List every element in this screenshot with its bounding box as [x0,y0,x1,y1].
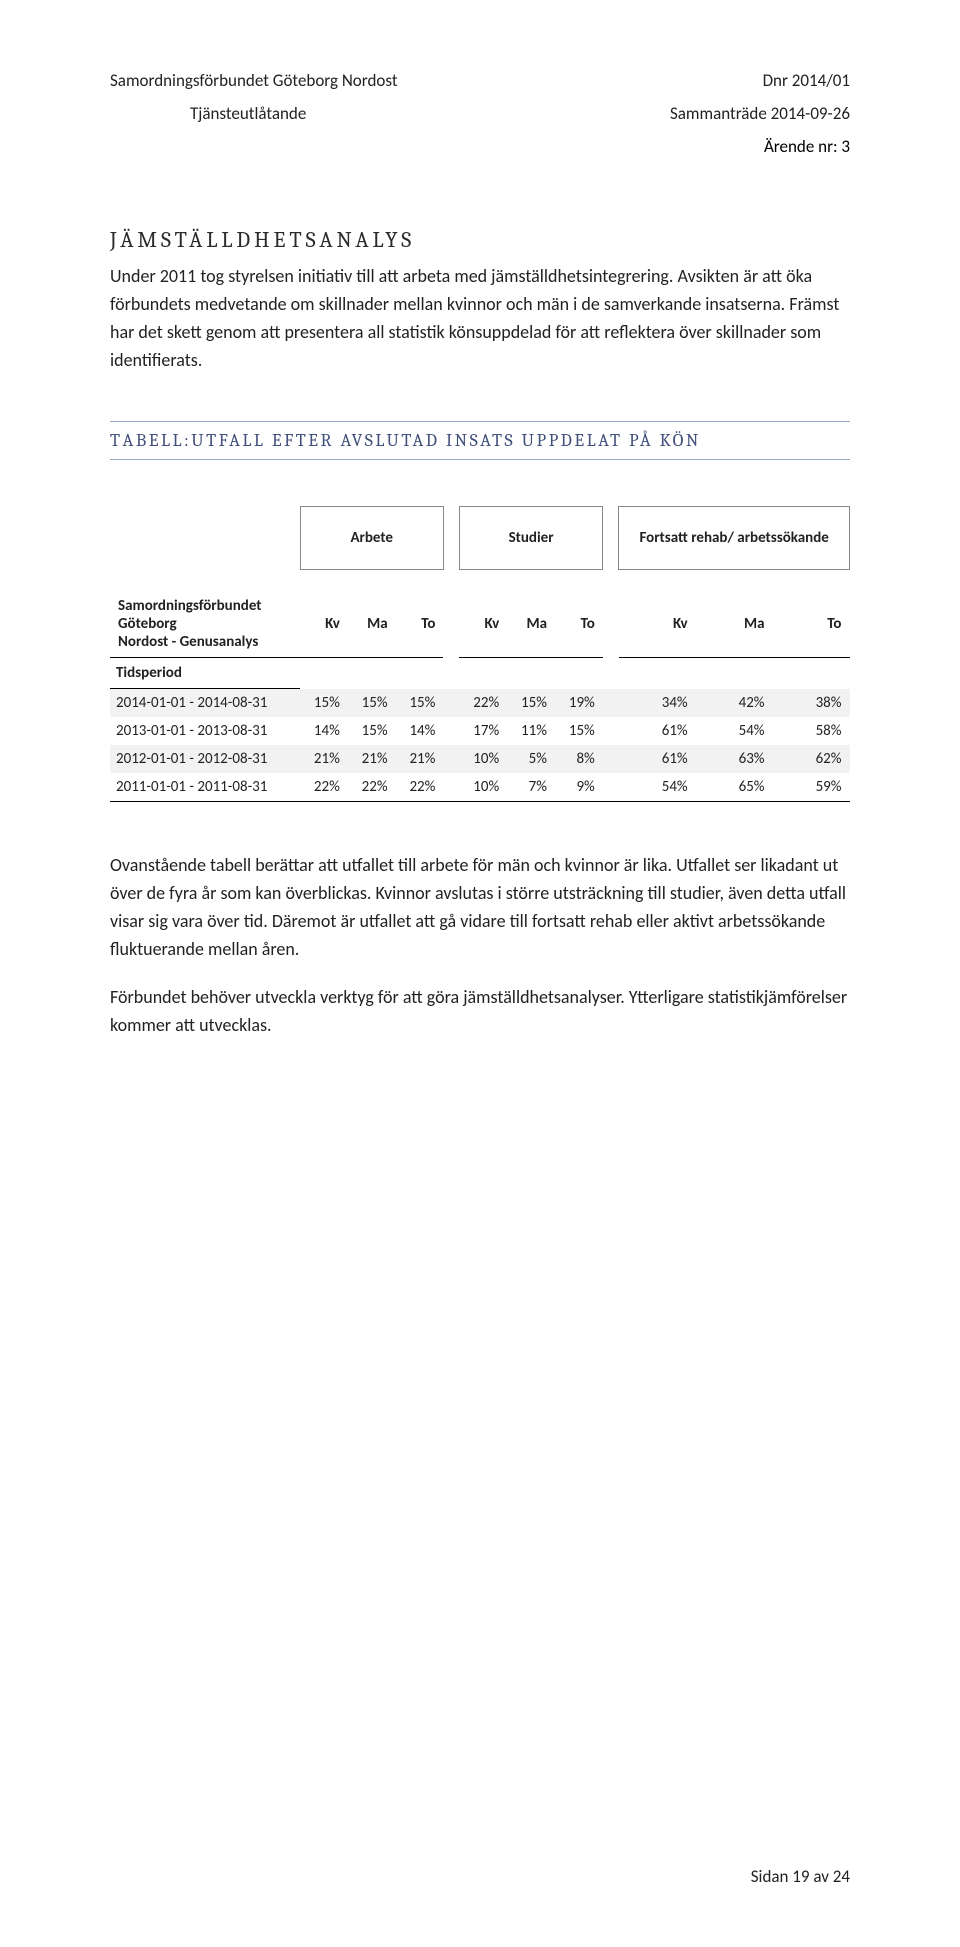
col-to-2: To [555,591,603,658]
table-row: 2012-01-01 - 2012-08-3121%21%21%10%5%8%6… [110,745,850,773]
value-cell: 19% [555,689,603,718]
group-header-spacer [110,506,300,569]
col-ma-3: Ma [696,591,773,658]
value-cell: 21% [396,745,444,773]
row-title-cell: Samordningsförbundet Göteborg Nordost - … [110,591,300,658]
gap-cell [603,773,619,802]
table-title-u: U [191,430,206,451]
col-kv-1: Kv [300,591,348,658]
after-table-para-2: Förbundet behöver utveckla verktyg för a… [110,984,850,1040]
page-footer: Sidan 19 av 24 [751,1866,850,1887]
value-cell: 10% [459,773,507,802]
table-title-sep: : [184,430,191,451]
period-cell: 2012-01-01 - 2012-08-31 [110,745,300,773]
intro-paragraph: Under 2011 tog styrelsen initiativ till … [110,263,850,375]
value-cell: 38% [773,689,850,718]
value-cell: 61% [619,745,696,773]
gap-cell [443,717,459,745]
value-cell: 21% [348,745,396,773]
table-group-header-row: Arbete Studier Fortsatt rehab/ arbetssök… [110,506,850,569]
value-cell: 7% [507,773,555,802]
value-cell: 9% [555,773,603,802]
tidsperiod-label: Tidsperiod [110,658,300,689]
heading-initial: J [110,227,120,253]
value-cell: 59% [773,773,850,802]
value-cell: 61% [619,717,696,745]
org-name: Samordningsförbundet Göteborg Nordost [110,70,398,91]
value-cell: 22% [396,773,444,802]
meeting-date: Sammanträde 2014-09-26 [670,103,850,124]
col-to-1: To [396,591,444,658]
period-cell: 2014-01-01 - 2014-08-31 [110,689,300,718]
doc-type: Tjänsteutlåtande [110,103,306,124]
group-header-studier: Studier [459,506,602,569]
value-cell: 11% [507,717,555,745]
col-kv-2: Kv [459,591,507,658]
col-to-3: To [773,591,850,658]
col-ma-2: Ma [507,591,555,658]
value-cell: 42% [696,689,773,718]
value-cell: 17% [459,717,507,745]
period-cell: 2013-01-01 - 2013-08-31 [110,717,300,745]
heading-rest: ÄMSTÄLLDHETSANALYS [120,227,415,253]
value-cell: 14% [396,717,444,745]
value-cell: 22% [348,773,396,802]
value-cell: 15% [507,689,555,718]
value-cell: 15% [348,717,396,745]
row-title-line2: Nordost - Genusanalys [118,633,292,651]
value-cell: 58% [773,717,850,745]
group-header-gap [603,506,619,569]
dnr: Dnr 2014/01 [763,70,850,91]
value-cell: 15% [300,689,348,718]
value-cell: 15% [348,689,396,718]
col-gap [443,591,459,658]
table-subheader-row: Samordningsförbundet Göteborg Nordost - … [110,591,850,658]
section-heading-jamstalldhetsanalys: JÄMSTÄLLDHETSANALYS [110,227,850,253]
period-cell: 2011-01-01 - 2011-08-31 [110,773,300,802]
header-row-2: Tjänsteutlåtande Sammanträde 2014-09-26 [110,103,850,124]
table-title-t: T [110,430,123,451]
value-cell: 65% [696,773,773,802]
gap-cell [603,689,619,718]
value-cell: 14% [300,717,348,745]
gap-cell [603,717,619,745]
table-title-bar: TABELL: UTFALL EFTER AVSLUTAD INSATS UPP… [110,421,850,460]
value-cell: 5% [507,745,555,773]
gap-cell [443,773,459,802]
gap-cell [443,745,459,773]
value-cell: 54% [696,717,773,745]
table-row-title-spacer [110,569,850,591]
tidsperiod-row: Tidsperiod [110,658,850,689]
header-row-1: Samordningsförbundet Göteborg Nordost Dn… [110,70,850,91]
after-table-para-1: Ovanstående tabell berättar att utfallet… [110,852,850,964]
col-gap [603,591,619,658]
table-row: 2014-01-01 - 2014-08-3115%15%15%22%15%19… [110,689,850,718]
table-row: 2011-01-01 - 2011-08-3122%22%22%10%7%9%5… [110,773,850,802]
table-title-rest: TFALL EFTER AVSLUTAD INSATS UPPDELAT PÅ … [206,430,701,451]
value-cell: 21% [300,745,348,773]
value-cell: 10% [459,745,507,773]
group-header-arbete: Arbete [300,506,443,569]
value-cell: 15% [396,689,444,718]
col-ma-1: Ma [348,591,396,658]
table-title-abell: ABELL [123,430,184,451]
gap-cell [603,745,619,773]
value-cell: 62% [773,745,850,773]
row-title-line1: Samordningsförbundet Göteborg [118,597,292,633]
page: Samordningsförbundet Göteborg Nordost Dn… [0,0,960,1947]
table-row: 2013-01-01 - 2013-08-3114%15%14%17%11%15… [110,717,850,745]
group-header-fortsatt: Fortsatt rehab/ arbetssökande [619,506,850,569]
gap-cell [443,689,459,718]
value-cell: 22% [459,689,507,718]
value-cell: 34% [619,689,696,718]
value-cell: 15% [555,717,603,745]
value-cell: 54% [619,773,696,802]
value-cell: 8% [555,745,603,773]
value-cell: 63% [696,745,773,773]
matter-number: Ärende nr: 3 [110,136,850,157]
col-kv-3: Kv [619,591,696,658]
outcome-table: Arbete Studier Fortsatt rehab/ arbetssök… [110,506,850,803]
value-cell: 22% [300,773,348,802]
group-header-gap [443,506,459,569]
